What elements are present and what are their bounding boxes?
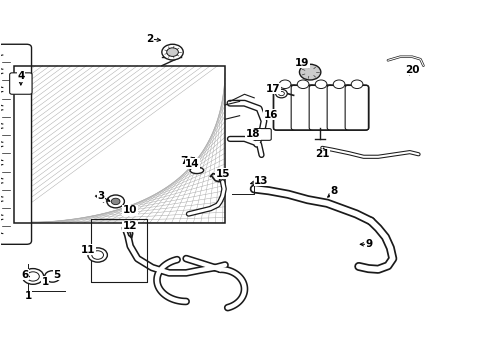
Circle shape — [107, 195, 124, 208]
Circle shape — [350, 80, 362, 89]
Polygon shape — [14, 66, 224, 223]
Circle shape — [88, 248, 107, 262]
Text: 3: 3 — [97, 191, 104, 201]
Circle shape — [299, 64, 320, 80]
Text: 18: 18 — [245, 129, 260, 139]
Circle shape — [279, 80, 290, 89]
Circle shape — [92, 251, 103, 259]
Text: 21: 21 — [314, 149, 329, 159]
Bar — [91, 219, 147, 282]
FancyBboxPatch shape — [308, 85, 332, 130]
Circle shape — [111, 198, 120, 204]
Circle shape — [297, 80, 308, 89]
Text: 20: 20 — [404, 65, 419, 75]
Text: 1: 1 — [24, 291, 32, 301]
Text: 17: 17 — [265, 84, 280, 94]
Text: 16: 16 — [264, 110, 278, 120]
Text: 1: 1 — [41, 277, 49, 287]
Circle shape — [278, 91, 284, 96]
FancyBboxPatch shape — [273, 85, 296, 130]
FancyBboxPatch shape — [253, 129, 271, 140]
Text: 11: 11 — [81, 245, 95, 255]
Text: 2: 2 — [146, 34, 153, 44]
Text: 7: 7 — [180, 156, 187, 166]
Circle shape — [166, 48, 178, 57]
Text: 10: 10 — [123, 205, 137, 215]
Bar — [14, 66, 224, 223]
FancyBboxPatch shape — [326, 85, 350, 130]
Circle shape — [332, 80, 344, 89]
Circle shape — [44, 271, 60, 282]
Circle shape — [315, 80, 326, 89]
Text: 19: 19 — [294, 58, 308, 68]
Text: 4: 4 — [17, 71, 24, 81]
Circle shape — [22, 269, 43, 284]
FancyBboxPatch shape — [0, 44, 31, 244]
Text: 9: 9 — [365, 239, 372, 249]
Ellipse shape — [190, 167, 203, 174]
Text: 12: 12 — [123, 221, 137, 231]
Text: 5: 5 — [54, 270, 61, 280]
Circle shape — [162, 44, 183, 60]
Circle shape — [275, 89, 287, 98]
FancyBboxPatch shape — [345, 85, 368, 130]
Circle shape — [27, 272, 39, 281]
Text: 6: 6 — [21, 270, 28, 280]
FancyBboxPatch shape — [290, 85, 314, 130]
Text: 13: 13 — [254, 176, 268, 186]
Text: 14: 14 — [185, 159, 200, 169]
Text: 15: 15 — [215, 169, 229, 179]
Text: 8: 8 — [330, 186, 337, 197]
FancyBboxPatch shape — [10, 73, 32, 94]
